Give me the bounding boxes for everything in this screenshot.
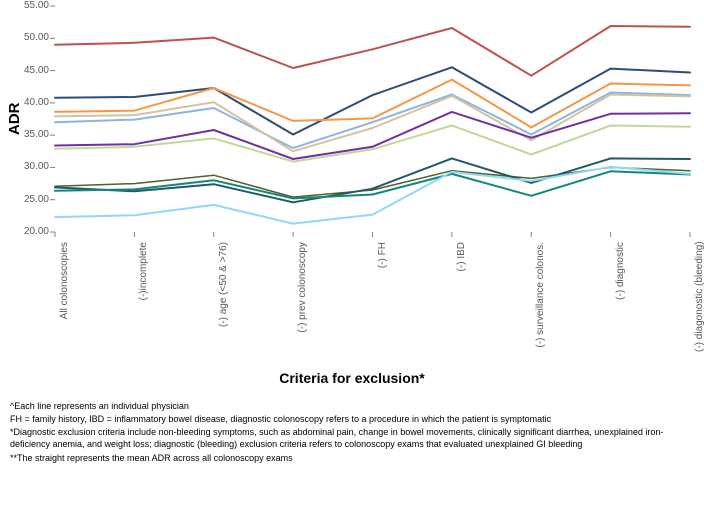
- footnote-dstar: **The straight represents the mean ADR a…: [10, 452, 694, 464]
- y-tick-label: 55.00: [15, 0, 49, 11]
- footnote-star: *Diagnostic exclusion criteria include n…: [10, 426, 694, 450]
- x-tick-label: (-) diagnostic: [615, 242, 626, 352]
- x-tick-label: (-) surveillance colonos.: [535, 242, 546, 352]
- footnote-caret: ^Each line represents an individual phys…: [10, 400, 694, 412]
- y-tick-label: 40.00: [15, 97, 49, 108]
- footnote-abbr: FH = family history, IBD = inflammatory …: [10, 413, 694, 425]
- x-tick-label: (-) diagonostic (bleeding): [694, 242, 704, 352]
- x-tick-label: (-) IBD: [456, 242, 467, 352]
- y-tick-label: 30.00: [15, 161, 49, 172]
- y-tick-label: 20.00: [15, 226, 49, 237]
- x-tick-label: (-)incomplete: [138, 242, 149, 352]
- footnotes: ^Each line represents an individual phys…: [10, 400, 694, 465]
- y-tick-label: 35.00: [15, 129, 49, 140]
- chart-svg: [0, 0, 704, 360]
- chart-container: ADR 20.0025.0030.0035.0040.0045.0050.005…: [0, 0, 704, 400]
- y-tick-label: 45.00: [15, 65, 49, 76]
- x-tick-label: (-) age (<50 & >76): [218, 242, 229, 352]
- x-tick-label: (-) FH: [377, 242, 388, 352]
- y-tick-label: 25.00: [15, 194, 49, 205]
- y-tick-label: 50.00: [15, 32, 49, 43]
- x-axis-title: Criteria for exclusion*: [0, 370, 704, 386]
- x-tick-label: All colonoscopies: [59, 242, 70, 352]
- x-tick-label: (-) prev colonoscopy: [297, 242, 308, 352]
